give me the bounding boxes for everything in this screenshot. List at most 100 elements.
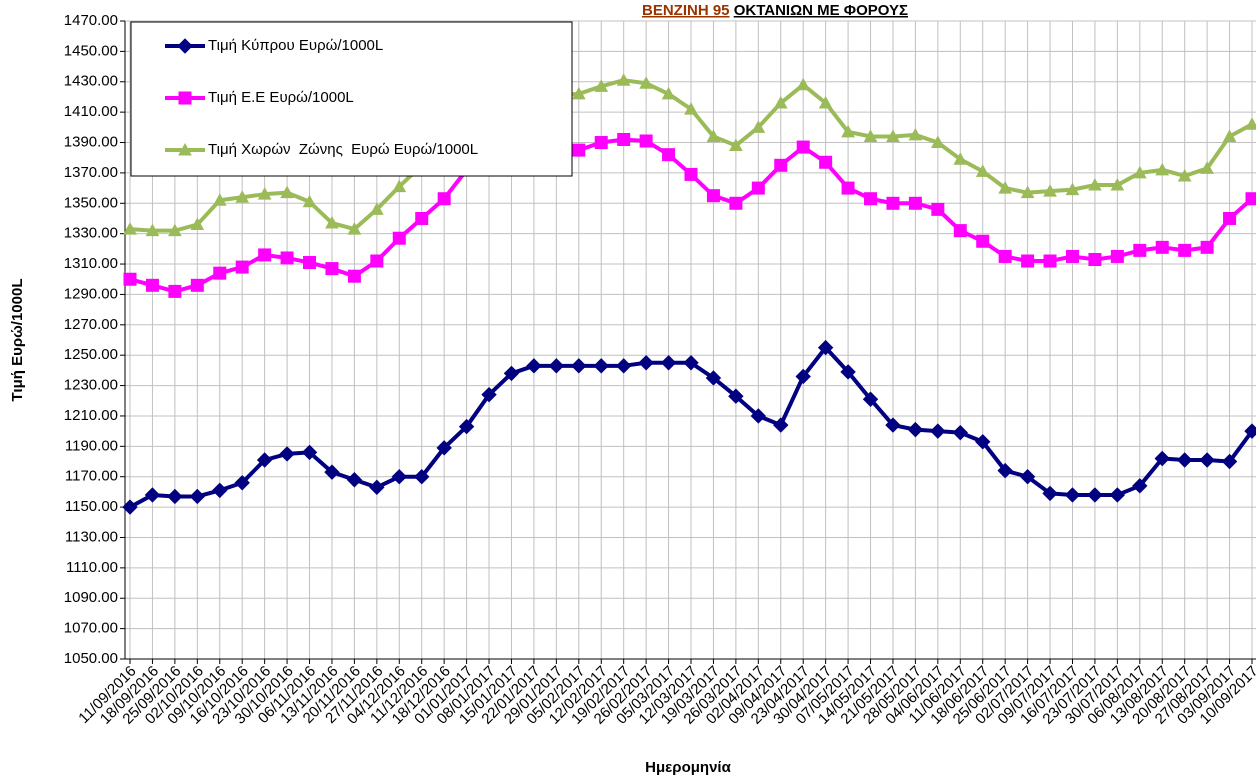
- marker: [280, 251, 294, 265]
- marker: [503, 365, 520, 382]
- marker: [1065, 249, 1079, 263]
- marker: [1199, 452, 1215, 468]
- marker: [841, 124, 855, 138]
- marker: [481, 386, 497, 403]
- legend-label: Τιμή Κύπρου Ευρώ/1000L: [208, 37, 383, 54]
- marker: [280, 185, 294, 199]
- y-tick-label: 1310.00: [64, 255, 118, 272]
- marker: [930, 423, 946, 439]
- marker: [436, 440, 452, 456]
- marker: [1178, 243, 1192, 257]
- y-tick-label: 1330.00: [64, 225, 118, 242]
- marker: [975, 434, 991, 450]
- marker: [1110, 178, 1125, 191]
- marker: [370, 254, 384, 268]
- marker: [795, 368, 811, 385]
- marker: [324, 464, 340, 480]
- marker: [178, 142, 192, 156]
- marker: [1154, 450, 1170, 467]
- marker: [728, 388, 744, 404]
- marker: [1176, 452, 1193, 468]
- marker: [1110, 249, 1124, 263]
- y-tick-label: 1390.00: [64, 133, 118, 150]
- marker: [1155, 240, 1169, 254]
- marker: [953, 152, 968, 165]
- y-tick-label: 1090.00: [64, 589, 118, 606]
- marker: [885, 417, 901, 433]
- marker: [729, 196, 743, 210]
- y-tick-label: 1210.00: [64, 407, 118, 424]
- marker: [615, 358, 632, 374]
- marker: [773, 95, 788, 109]
- marker: [1177, 168, 1192, 182]
- marker: [907, 421, 924, 438]
- y-tick-label: 1150.00: [65, 498, 118, 515]
- marker: [1155, 162, 1170, 176]
- marker: [706, 189, 720, 203]
- marker: [572, 143, 586, 157]
- marker: [1200, 161, 1214, 174]
- marker: [750, 408, 767, 424]
- marker: [256, 452, 273, 468]
- y-tick-label: 1430.00: [64, 73, 118, 90]
- marker: [235, 190, 250, 203]
- y-tick-label: 1410.00: [64, 103, 118, 120]
- marker: [908, 127, 923, 141]
- marker: [437, 192, 451, 206]
- marker: [144, 487, 161, 503]
- marker: [639, 134, 653, 148]
- marker: [145, 223, 160, 237]
- marker: [751, 181, 765, 195]
- marker: [325, 215, 339, 229]
- y-tick-label: 1230.00: [64, 377, 118, 394]
- marker: [684, 102, 698, 115]
- marker: [931, 202, 945, 216]
- marker: [1223, 211, 1237, 225]
- marker: [212, 482, 228, 499]
- legend-label: Τιμή Χωρών Ζώνης Ευρώ Ευρώ/1000L: [208, 141, 478, 158]
- marker: [1245, 117, 1256, 130]
- marker: [774, 158, 788, 172]
- marker: [886, 196, 900, 210]
- marker: [1088, 178, 1102, 191]
- marker: [391, 469, 407, 485]
- marker: [1133, 243, 1147, 257]
- marker: [908, 196, 922, 210]
- marker: [684, 167, 698, 181]
- marker: [952, 424, 968, 441]
- marker: [212, 193, 227, 206]
- marker: [1065, 182, 1080, 196]
- marker: [325, 262, 339, 276]
- marker: [796, 140, 810, 154]
- marker: [414, 469, 430, 485]
- marker: [168, 223, 182, 237]
- marker: [751, 120, 766, 133]
- marker: [1222, 129, 1237, 142]
- marker: [1020, 185, 1035, 199]
- marker: [1064, 487, 1081, 503]
- marker: [616, 73, 631, 86]
- marker: [975, 164, 990, 177]
- marker: [571, 358, 587, 374]
- chart-title: ΒΕΝΖΙΝΗ 95 ΟΚΤΑΝΙΩΝ ΜΕ ΦΟΡΟΥΣ: [642, 2, 908, 19]
- marker: [548, 358, 565, 374]
- marker: [840, 364, 856, 380]
- marker: [347, 222, 362, 235]
- marker: [1132, 165, 1147, 179]
- marker: [302, 194, 317, 208]
- marker: [301, 444, 318, 461]
- marker: [817, 339, 834, 356]
- marker: [662, 148, 676, 162]
- x-axis-label: Ημερομηνία: [645, 759, 731, 776]
- marker: [639, 76, 653, 89]
- marker: [818, 95, 833, 109]
- marker: [930, 135, 945, 149]
- marker: [886, 129, 900, 142]
- y-tick-label: 1170.00: [65, 468, 118, 485]
- marker: [997, 462, 1013, 479]
- marker: [526, 358, 542, 374]
- y-tick-label: 1470.00: [64, 12, 118, 29]
- y-tick-label: 1250.00: [64, 346, 118, 363]
- marker: [998, 181, 1013, 194]
